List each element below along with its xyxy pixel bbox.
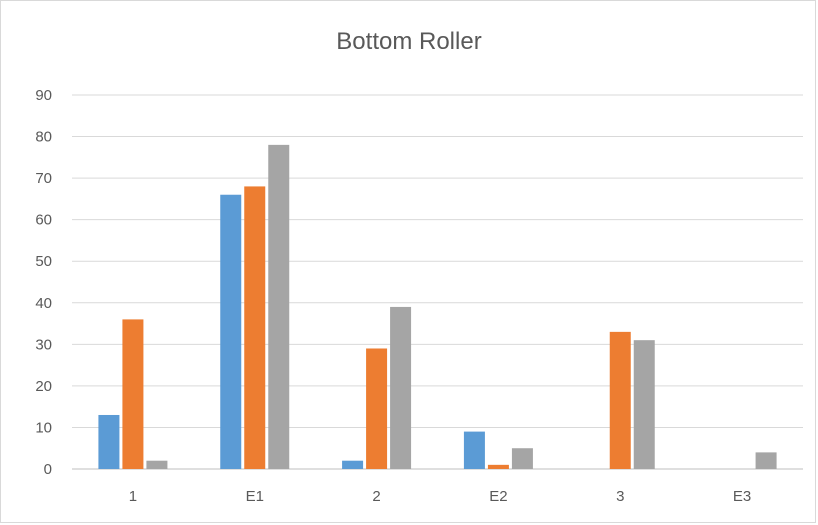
x-tick-label: 3 [616,488,624,505]
x-tick-label: 2 [372,488,380,505]
y-tick-label: 20 [35,378,52,395]
y-tick-label: 30 [35,336,52,353]
bar-series1-E2 [463,431,485,469]
chart-title: Bottom Roller [336,28,482,55]
bars [98,144,777,469]
bar-series1-2 [342,460,364,469]
bar-series2-E1 [244,186,266,469]
bar-series3-1 [146,460,168,469]
bar-series3-3 [633,340,655,469]
y-tick-label: 0 [44,461,52,478]
bar-series3-2 [390,306,412,469]
y-axis-labels: 0 10 20 30 40 50 60 70 80 90 [35,87,52,478]
x-axis-labels: 1 E1 2 E2 3 E3 [129,488,752,505]
bar-series2-E2 [487,464,509,469]
y-tick-label: 50 [35,253,52,270]
y-tick-label: 10 [35,419,52,436]
x-tick-label: E3 [733,488,751,505]
y-tick-label: 60 [35,212,52,229]
x-tick-label: E1 [246,488,264,505]
bar-series1-1 [98,414,120,469]
x-tick-label: 1 [129,488,137,505]
bar-series3-E2 [511,448,533,469]
bar-series2-3 [609,331,631,469]
bar-series1-E1 [220,194,242,469]
y-tick-label: 90 [35,87,52,104]
bar-series2-2 [366,348,388,469]
bar-series3-E1 [268,144,290,469]
bar-series3-E3 [755,452,777,469]
y-tick-label: 80 [35,129,52,146]
x-tick-label: E2 [489,488,507,505]
bar-series2-1 [122,319,144,469]
y-tick-label: 40 [35,295,52,312]
y-tick-label: 70 [35,170,52,187]
gridlines [72,94,803,470]
